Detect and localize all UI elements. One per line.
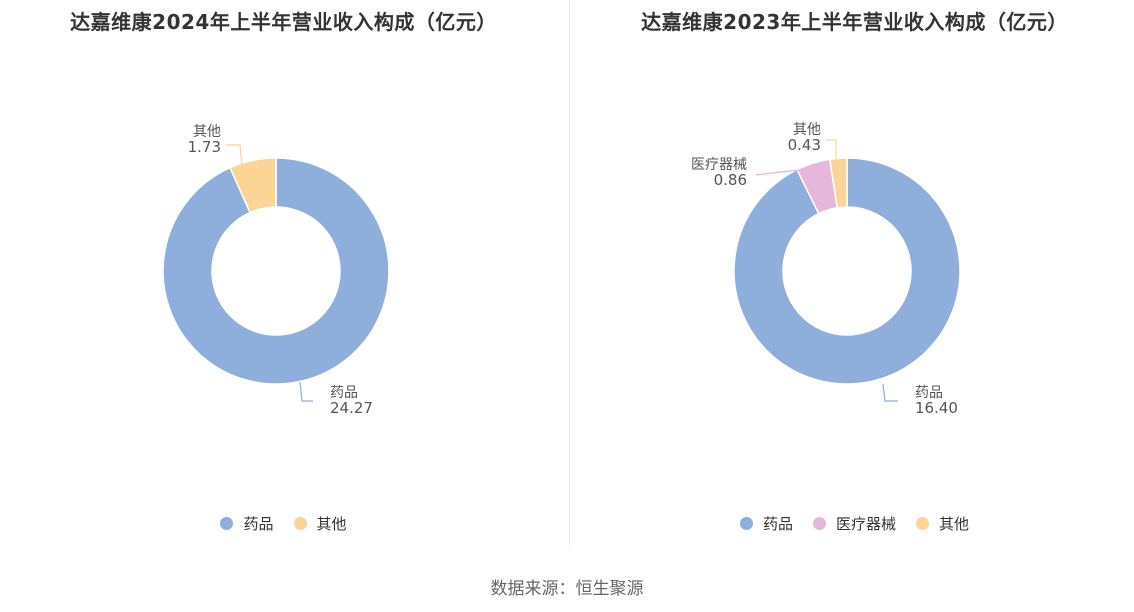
legend-marker bbox=[293, 517, 307, 530]
slice-value-label: 16.40 bbox=[915, 399, 958, 417]
label-leader-line bbox=[226, 144, 243, 168]
chart-panel-2024: 达嘉维康2024年上半年营业收入构成（亿元） 药品 24.27 其他 1.73 药品其… bbox=[0, 0, 567, 545]
legend-item-医疗器械[interactable]: 医疗器械 bbox=[812, 513, 896, 534]
legend-item-其他[interactable]: 其他 bbox=[916, 513, 969, 534]
data-source: 数据来源：恒生聚源 bbox=[490, 579, 644, 599]
legend-item-其他[interactable]: 其他 bbox=[293, 513, 347, 534]
donut-slice-药品[interactable] bbox=[733, 157, 961, 385]
label-leader-line bbox=[826, 139, 837, 159]
label-leader-line bbox=[755, 168, 810, 176]
legend-label: 医疗器械 bbox=[835, 515, 896, 533]
slice-value-label: 0.43 bbox=[788, 136, 821, 154]
slice-label: 药品 bbox=[330, 385, 358, 401]
legend-item-药品[interactable]: 药品 bbox=[220, 513, 274, 534]
legend-marker bbox=[916, 517, 929, 530]
legend-marker bbox=[812, 517, 826, 530]
chart-legend: 药品 医疗器械 其他 bbox=[571, 513, 1134, 534]
legend-marker bbox=[220, 517, 234, 530]
legend-label: 药品 bbox=[762, 515, 793, 533]
legend-label: 其他 bbox=[316, 515, 347, 533]
panel-divider bbox=[569, 0, 570, 545]
label-leader-line bbox=[882, 383, 898, 402]
chart-legend: 药品 其他 bbox=[0, 513, 567, 534]
chart-title: 达嘉维康2023年上半年营业收入构成（亿元） bbox=[641, 10, 1068, 34]
legend-label: 其他 bbox=[939, 515, 970, 533]
donut-slice-药品[interactable] bbox=[162, 157, 390, 385]
slice-label: 其他 bbox=[193, 124, 221, 140]
chart-title: 达嘉维康2024年上半年营业收入构成（亿元） bbox=[70, 10, 497, 34]
slice-value-label: 1.73 bbox=[188, 138, 221, 156]
legend-marker bbox=[739, 517, 753, 530]
slice-value-label: 24.27 bbox=[330, 399, 373, 417]
slice-value-label: 0.86 bbox=[714, 171, 747, 189]
donut-slice-其他[interactable] bbox=[229, 157, 277, 214]
slice-label: 其他 bbox=[793, 122, 821, 138]
chart-panel-2023: 达嘉维康2023年上半年营业收入构成（亿元） 药品 16.40 医疗器械 0.86 其他… bbox=[571, 0, 1134, 545]
legend-label: 药品 bbox=[243, 515, 274, 533]
slice-label: 药品 bbox=[915, 385, 943, 401]
slice-label: 医疗器械 bbox=[691, 157, 747, 173]
legend-item-药品[interactable]: 药品 bbox=[739, 513, 793, 534]
label-leader-line bbox=[299, 381, 313, 402]
